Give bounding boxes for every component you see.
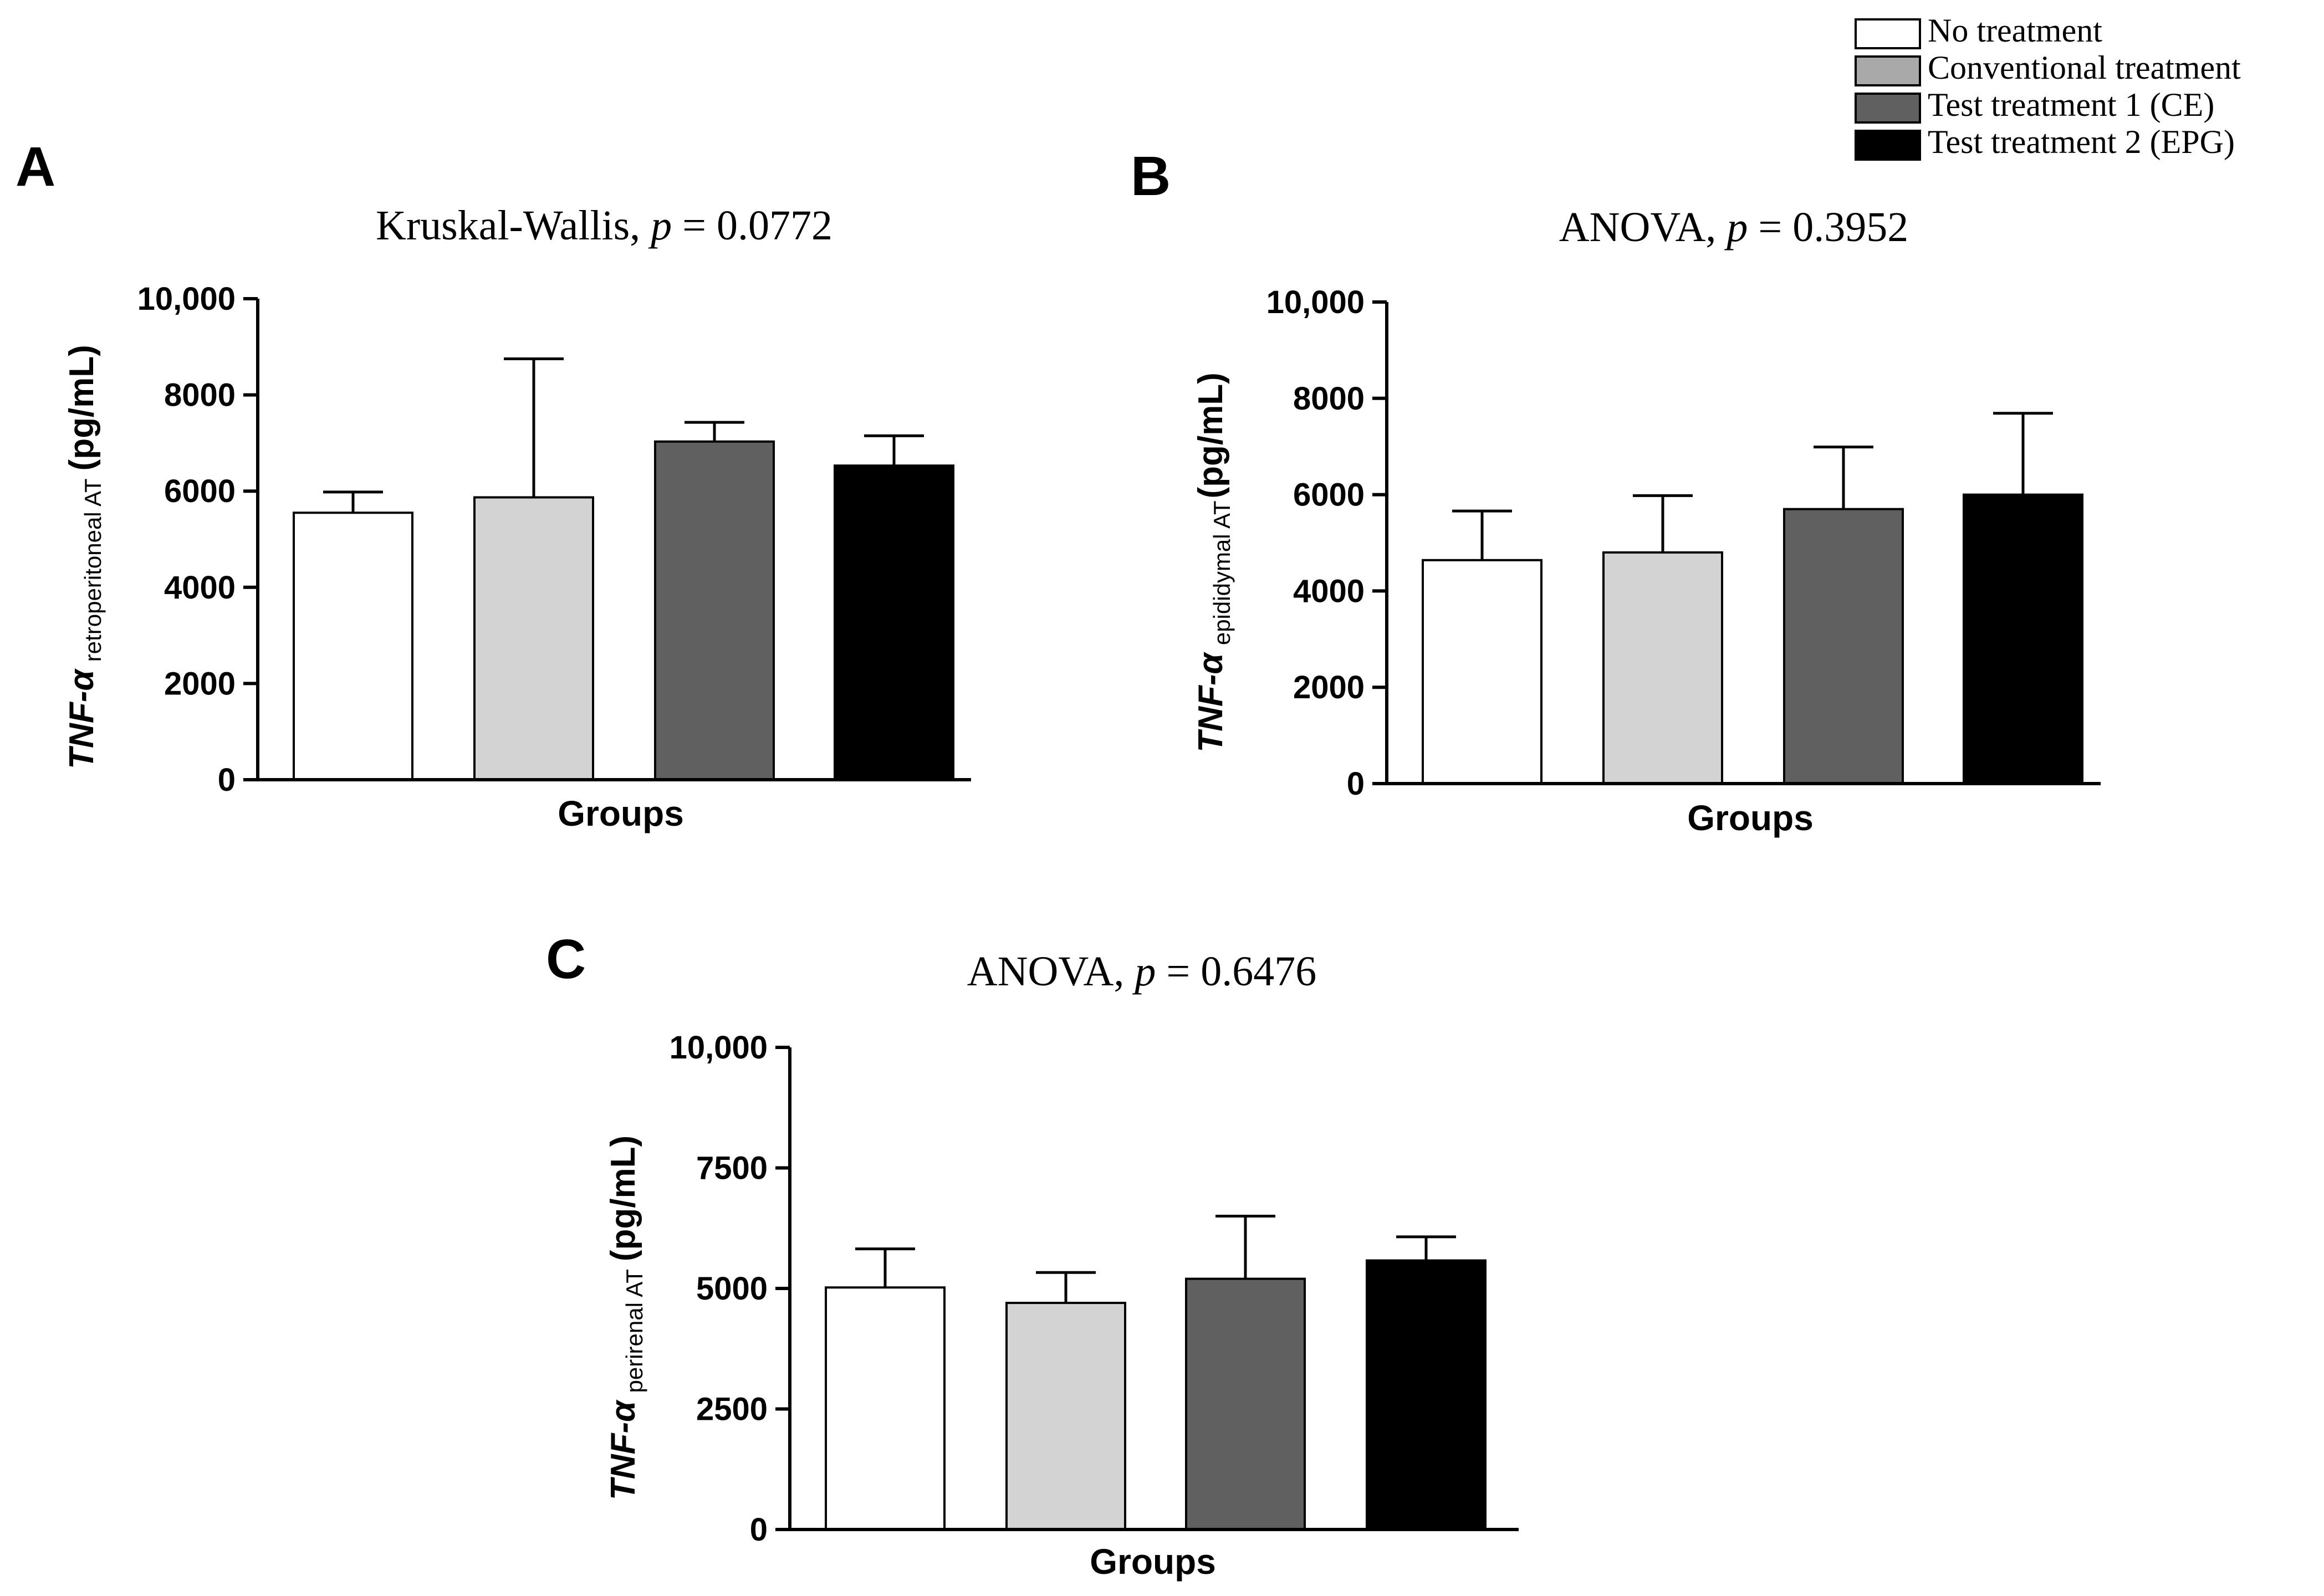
ylabel-main: TNF-α	[1192, 652, 1230, 753]
y-tick-label: 8000	[164, 377, 236, 413]
y-tick-label: 6000	[1293, 477, 1365, 513]
title-value: = 0.6476	[1156, 948, 1316, 995]
x-axis-label: Groups	[558, 794, 684, 833]
bar	[1783, 508, 1904, 785]
ylabel-subscript: retroperitoneal AT	[80, 478, 106, 662]
y-axis-label: TNF-α perirenal AT (pg/mL)	[604, 1135, 647, 1500]
legend-swatch	[1855, 18, 1921, 49]
panel-letter: C	[546, 928, 586, 990]
ylabel-unit: (pg/mL)	[604, 1135, 642, 1261]
bar	[1005, 1302, 1126, 1531]
y-tick-label: 2000	[164, 666, 236, 702]
ylabel-subscript: epididymal AT	[1209, 500, 1235, 645]
ylabel-main: TNF-α	[63, 668, 101, 769]
y-tick-label: 0	[750, 1512, 768, 1548]
y-tick-label: 2500	[696, 1392, 768, 1428]
panel-letter: B	[1131, 145, 1171, 207]
ylabel-subscript: perirenal AT	[621, 1269, 647, 1393]
title-p: p	[1724, 204, 1748, 250]
bar	[1963, 493, 2083, 785]
panel-b: B ANOVA, p = 0.3952 TNF-α epididymal AT(p…	[1131, 145, 2101, 838]
legend-item: No treatment	[1855, 12, 2102, 49]
legend-swatch	[1855, 55, 1921, 86]
bar	[825, 1286, 946, 1531]
y-tick-label: 8000	[1293, 381, 1365, 417]
bar	[1422, 559, 1542, 785]
plot-area: 0 2500 5000 7500 10,000	[670, 1030, 1519, 1548]
legend-swatch	[1855, 93, 1921, 124]
title-value: = 0.3952	[1748, 204, 1908, 250]
legend-label: No treatment	[1928, 12, 2102, 49]
chart-title: ANOVA, p = 0.3952	[1559, 204, 1909, 250]
legend: No treatment Conventional treatment Test…	[1855, 12, 2241, 161]
x-axis-label: Groups	[1090, 1542, 1216, 1582]
y-tick-label: 2000	[1293, 669, 1365, 705]
legend-item: Conventional treatment	[1855, 49, 2241, 86]
chart-title: ANOVA, p = 0.6476	[967, 948, 1317, 995]
y-tick-label: 4000	[1293, 573, 1365, 609]
legend-label: Conventional treatment	[1928, 49, 2241, 86]
y-tick-label: 10,000	[670, 1030, 768, 1066]
panel-a: A Kruskal-Wallis, p = 0.0772 TNF-α retrop…	[16, 136, 971, 833]
plot-area: 0 2000 4000 6000 8000 10,000	[137, 281, 971, 798]
y-tick-label: 4000	[164, 570, 236, 606]
title-test: Kruskal-Wallis,	[376, 202, 651, 249]
title-p: p	[648, 202, 672, 249]
title-value: = 0.0772	[672, 202, 832, 249]
bar	[473, 496, 594, 781]
y-tick-label: 0	[218, 762, 236, 798]
ylabel-main: TNF-α	[604, 1399, 642, 1500]
ylabel-unit: (pg/mL)	[63, 345, 101, 470]
title-test: ANOVA,	[1559, 204, 1727, 250]
bar	[1185, 1277, 1306, 1531]
title-p: p	[1132, 948, 1156, 995]
legend-item: Test treatment 1 (CE)	[1855, 86, 2214, 124]
bar	[293, 511, 413, 781]
y-tick-label: 10,000	[1266, 284, 1365, 320]
chart-title: Kruskal-Wallis, p = 0.0772	[376, 202, 832, 249]
legend-swatch	[1855, 130, 1921, 161]
legend-item: Test treatment 2 (EPG)	[1855, 124, 2235, 161]
plot-area: 0 2000 4000 6000 8000 10,000	[1266, 284, 2101, 802]
y-tick-label: 5000	[696, 1271, 768, 1307]
legend-label: Test treatment 1 (CE)	[1928, 86, 2214, 123]
bar	[834, 464, 954, 781]
y-tick-label: 7500	[696, 1150, 768, 1186]
y-tick-label: 10,000	[137, 281, 236, 317]
legend-label: Test treatment 2 (EPG)	[1928, 124, 2235, 160]
bar	[1602, 551, 1723, 785]
y-axis-label: TNF-α epididymal AT(pg/mL)	[1192, 372, 1235, 753]
y-tick-label: 6000	[164, 473, 236, 509]
panel-c: C ANOVA, p = 0.6476 TNF-α perirenal AT (pg…	[546, 928, 1519, 1582]
bar	[1366, 1259, 1487, 1531]
title-test: ANOVA,	[967, 948, 1135, 995]
y-axis-label: TNF-α retroperitoneal AT (pg/mL)	[63, 345, 106, 769]
bar	[654, 440, 775, 781]
x-axis-label: Groups	[1687, 798, 1814, 838]
ylabel-unit: (pg/mL)	[1192, 372, 1230, 498]
panel-letter: A	[16, 136, 55, 198]
y-tick-label: 0	[1347, 766, 1365, 802]
